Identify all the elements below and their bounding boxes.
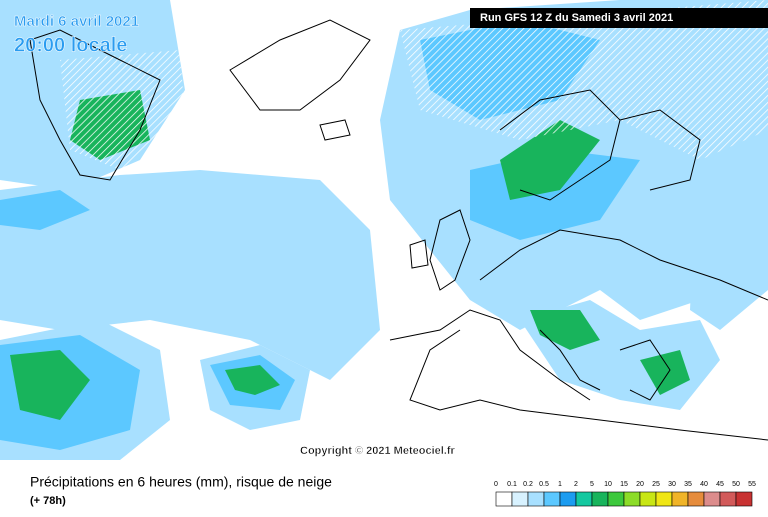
legend-swatch bbox=[735, 491, 753, 507]
footer-title: Précipitations en 6 heures (mm), risque … bbox=[30, 474, 332, 490]
legend-swatch bbox=[575, 491, 593, 507]
legend-tick-label: 1 bbox=[558, 481, 562, 488]
legend: 0 0.1 0.2 0.5 1 2 5 10 15 20 25 30 35 40 45 50 55 bbox=[494, 481, 756, 507]
legend-tick-label: 0.1 bbox=[507, 481, 517, 488]
legend-tick-label: 0.5 bbox=[539, 481, 549, 488]
legend-swatch bbox=[703, 491, 721, 507]
legend-tick-label: 10 bbox=[604, 481, 612, 488]
legend-swatch bbox=[639, 491, 657, 507]
legend-swatch bbox=[687, 491, 705, 507]
legend-swatch bbox=[607, 491, 625, 507]
legend-swatch bbox=[719, 491, 737, 507]
run-banner bbox=[470, 8, 768, 28]
legend-swatch bbox=[623, 491, 641, 507]
legend-tick-label: 20 bbox=[636, 481, 644, 488]
footer-subtitle: (+ 78h) bbox=[30, 495, 66, 507]
copyright: Copyright © 2021 Meteociel.fr bbox=[300, 445, 456, 457]
legend-tick-label: 0.2 bbox=[523, 481, 533, 488]
legend-tick-label: 0 bbox=[494, 481, 498, 488]
legend-tick-label: 2 bbox=[574, 481, 578, 488]
coastlines bbox=[29, 19, 768, 441]
legend-tick-label: 5 bbox=[590, 481, 594, 488]
run-label: Run GFS 12 Z du Samedi 3 avril 2021 bbox=[480, 12, 673, 24]
legend-tick-label: 35 bbox=[684, 481, 692, 488]
legend-swatch bbox=[559, 491, 577, 507]
legend-tick-label: 15 bbox=[620, 481, 628, 488]
legend-swatch bbox=[511, 491, 529, 507]
legend-tick-label: 25 bbox=[652, 481, 660, 488]
legend-swatch bbox=[527, 491, 545, 507]
legend-tick-label: 55 bbox=[748, 481, 756, 488]
legend-swatch bbox=[543, 491, 561, 507]
legend-swatch bbox=[495, 491, 513, 507]
time-label: 20:00 locale bbox=[14, 34, 127, 56]
legend-tick-label: 30 bbox=[668, 481, 676, 488]
legend-swatch bbox=[671, 491, 689, 507]
legend-tick-label: 50 bbox=[732, 481, 740, 488]
date-label: Mardi 6 avril 2021 bbox=[14, 13, 139, 30]
legend-swatch bbox=[591, 491, 609, 507]
legend-tick-label: 40 bbox=[700, 481, 708, 488]
legend-tick-label: 45 bbox=[716, 481, 724, 488]
legend-swatch bbox=[655, 491, 673, 507]
snow-hatching bbox=[60, 0, 768, 170]
